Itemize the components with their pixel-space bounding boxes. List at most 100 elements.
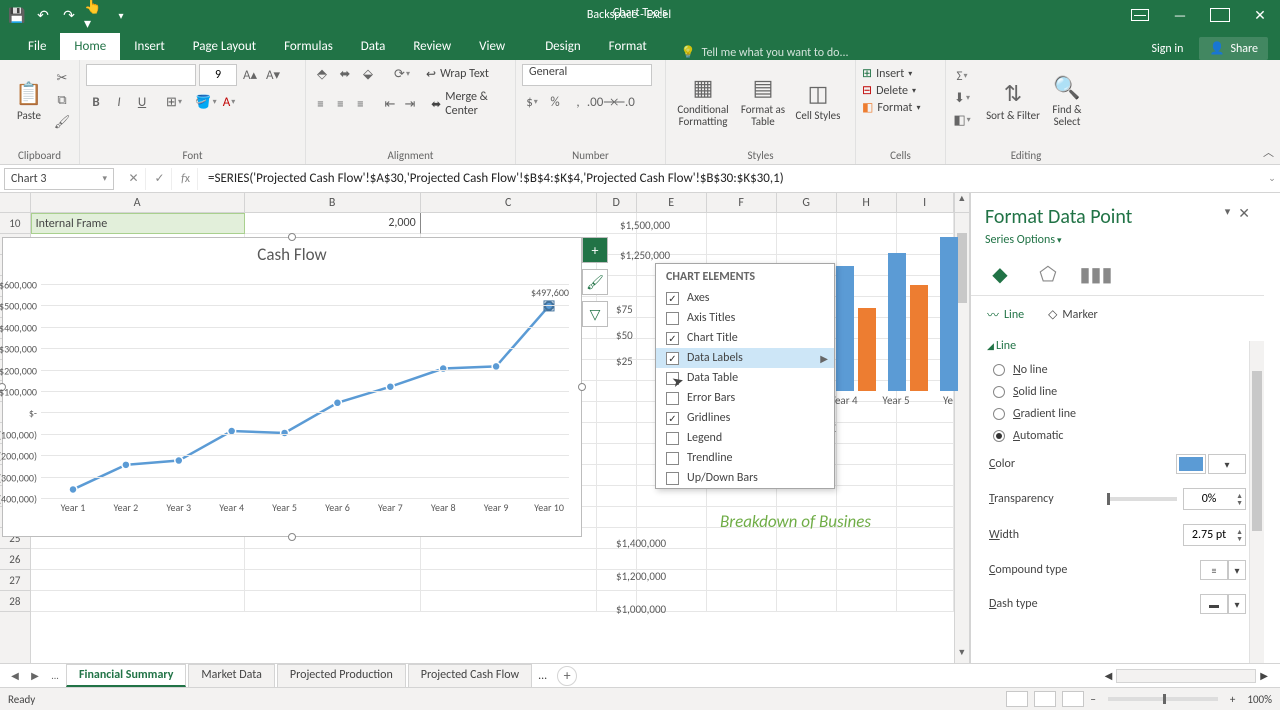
chart-element-item[interactable]: ✓Gridlines <box>656 408 834 428</box>
tab-formulas[interactable]: Formulas <box>270 33 347 60</box>
panel-scrollbar[interactable] <box>1249 341 1264 663</box>
chart-element-item[interactable]: ✓Data Labels▶ <box>656 348 834 368</box>
copy-icon[interactable]: ⧉ <box>52 90 72 110</box>
checkbox-icon[interactable]: ✓ <box>666 352 679 365</box>
line-section-header[interactable]: Line <box>987 339 1248 353</box>
chart-styles-button[interactable]: 🖌 <box>582 269 608 295</box>
tab-insert[interactable]: Insert <box>120 33 179 60</box>
tab-format[interactable]: Format <box>595 33 661 60</box>
row-header[interactable]: 28 <box>0 591 30 612</box>
page-layout-view-icon[interactable] <box>1034 691 1056 707</box>
checkbox-icon[interactable] <box>666 432 679 445</box>
sign-in-link[interactable]: Sign in <box>1151 42 1183 56</box>
zoom-level[interactable]: 100% <box>1247 693 1272 706</box>
cut-icon[interactable]: ✂ <box>52 68 72 88</box>
cell-styles-button[interactable]: ◫Cell Styles <box>792 64 844 136</box>
qat-customize-icon[interactable]: ▾ <box>110 4 132 26</box>
column-header[interactable]: B <box>245 193 421 212</box>
clear-icon[interactable]: ◧ <box>952 110 972 130</box>
color-dropdown-icon[interactable]: ▾ <box>1208 454 1246 474</box>
format-cells-button[interactable]: ◧Format▾ <box>862 100 939 115</box>
format-painter-icon[interactable]: 🖌 <box>52 112 72 132</box>
bold-icon[interactable]: B <box>86 92 106 112</box>
marker-tab[interactable]: ◇Marker <box>1048 306 1098 323</box>
column-header[interactable]: E <box>637 193 707 212</box>
autosum-icon[interactable]: Σ <box>952 66 972 86</box>
chart-element-item[interactable]: ✓Axes <box>656 288 834 308</box>
tab-view[interactable]: View <box>465 33 519 60</box>
line-style-radio[interactable]: Automatic <box>987 425 1248 447</box>
tab-design[interactable]: Design <box>531 33 594 60</box>
series-options-icon[interactable]: ▮▮▮ <box>1081 261 1111 287</box>
dash-type-select[interactable]: ▬ <box>1200 594 1228 614</box>
tab-nav-prev-icon[interactable]: ◀ <box>6 669 24 682</box>
font-size-input[interactable] <box>199 64 237 86</box>
checkbox-icon[interactable] <box>666 472 679 485</box>
zoom-in-icon[interactable]: + <box>1230 693 1235 706</box>
find-select-button[interactable]: 🔍Find & Select <box>1040 64 1094 136</box>
column-header[interactable]: F <box>707 193 777 212</box>
format-as-table-button[interactable]: ▤Format as Table <box>734 64 792 136</box>
column-header[interactable]: C <box>421 193 597 212</box>
checkbox-icon[interactable] <box>666 452 679 465</box>
font-color-icon[interactable]: A <box>219 92 239 112</box>
transparency-input[interactable]: ▲▼ <box>1183 488 1246 510</box>
normal-view-icon[interactable] <box>1006 691 1028 707</box>
fill-icon[interactable]: ⬇ <box>952 88 972 108</box>
line-tab[interactable]: 〰Line <box>987 306 1024 323</box>
checkbox-icon[interactable]: ✓ <box>666 292 679 305</box>
horizontal-scrollbar[interactable] <box>1116 669 1256 683</box>
tab-data[interactable]: Data <box>347 33 400 60</box>
number-format-select[interactable]: General <box>522 64 652 86</box>
tab-page-layout[interactable]: Page Layout <box>179 33 270 60</box>
transparency-slider[interactable] <box>1107 497 1177 501</box>
decrease-font-icon[interactable]: A▾ <box>263 65 283 85</box>
chart-elements-button[interactable]: + <box>582 237 608 263</box>
cash-flow-chart[interactable]: Cash Flow $600,000$500,000$400,000$300,0… <box>2 237 582 537</box>
zoom-slider[interactable] <box>1108 697 1218 701</box>
align-right-icon[interactable]: ≡ <box>352 94 369 114</box>
row-header[interactable]: 27 <box>0 570 30 591</box>
share-button[interactable]: 👤Share <box>1199 37 1268 60</box>
increase-decimal-icon[interactable]: .00→ <box>591 92 611 112</box>
increase-indent-icon[interactable]: ⇥ <box>401 94 418 114</box>
merge-center-button[interactable]: ⬌Merge & Center <box>431 90 509 118</box>
align-bottom-icon[interactable]: ⬙ <box>358 64 378 84</box>
compound-type-select[interactable]: ≡ <box>1200 560 1228 580</box>
accounting-icon[interactable]: $ <box>522 92 542 112</box>
effects-icon[interactable]: ⬠ <box>1033 261 1063 287</box>
panel-options-icon[interactable]: ▾ <box>1225 205 1231 222</box>
tabs-overflow[interactable]: ... <box>534 669 551 683</box>
align-top-icon[interactable]: ⬘ <box>312 64 332 84</box>
row-header[interactable]: 26 <box>0 549 30 570</box>
column-header[interactable]: H <box>837 193 897 212</box>
undo-icon[interactable]: ↶ <box>32 4 54 26</box>
chart-plot-area[interactable]: $600,000$500,000$400,000$300,000$200,000… <box>43 284 569 496</box>
conditional-formatting-button[interactable]: ▦Conditional Formatting <box>672 64 734 136</box>
increase-font-icon[interactable]: A▴ <box>240 65 260 85</box>
touch-mode-icon[interactable]: 👆▾ <box>84 4 106 26</box>
checkbox-icon[interactable] <box>666 312 679 325</box>
fx-icon[interactable]: fx <box>174 168 198 190</box>
width-input[interactable]: ▲▼ <box>1183 524 1246 546</box>
column-header[interactable]: A <box>31 193 245 212</box>
tab-file[interactable]: File <box>14 33 60 60</box>
formula-input[interactable]: =SERIES('Projected Cash Flow'!$A$30,'Pro… <box>202 171 1264 186</box>
chart-element-item[interactable]: Error Bars <box>656 388 834 408</box>
sheet-tab[interactable]: Projected Production <box>277 664 406 687</box>
font-name-input[interactable] <box>86 64 196 86</box>
checkbox-icon[interactable]: ✓ <box>666 332 679 345</box>
redo-icon[interactable]: ↷ <box>58 4 80 26</box>
italic-icon[interactable]: I <box>109 92 129 112</box>
collapse-ribbon-icon[interactable]: ︿ <box>1263 144 1274 160</box>
fill-line-icon[interactable]: ◆ <box>985 261 1015 287</box>
sheet-tab[interactable]: Projected Cash Flow <box>408 664 532 687</box>
column-header[interactable]: I <box>897 193 954 212</box>
decrease-decimal-icon[interactable]: ←.0 <box>614 92 634 112</box>
scroll-down-icon[interactable]: ▼ <box>955 647 969 663</box>
cancel-formula-icon[interactable]: ✕ <box>122 168 146 190</box>
percent-icon[interactable]: % <box>545 92 565 112</box>
chart-element-item[interactable]: Up/Down Bars <box>656 468 834 488</box>
comma-icon[interactable]: , <box>568 92 588 112</box>
paste-button[interactable]: 📋Paste <box>6 64 52 136</box>
